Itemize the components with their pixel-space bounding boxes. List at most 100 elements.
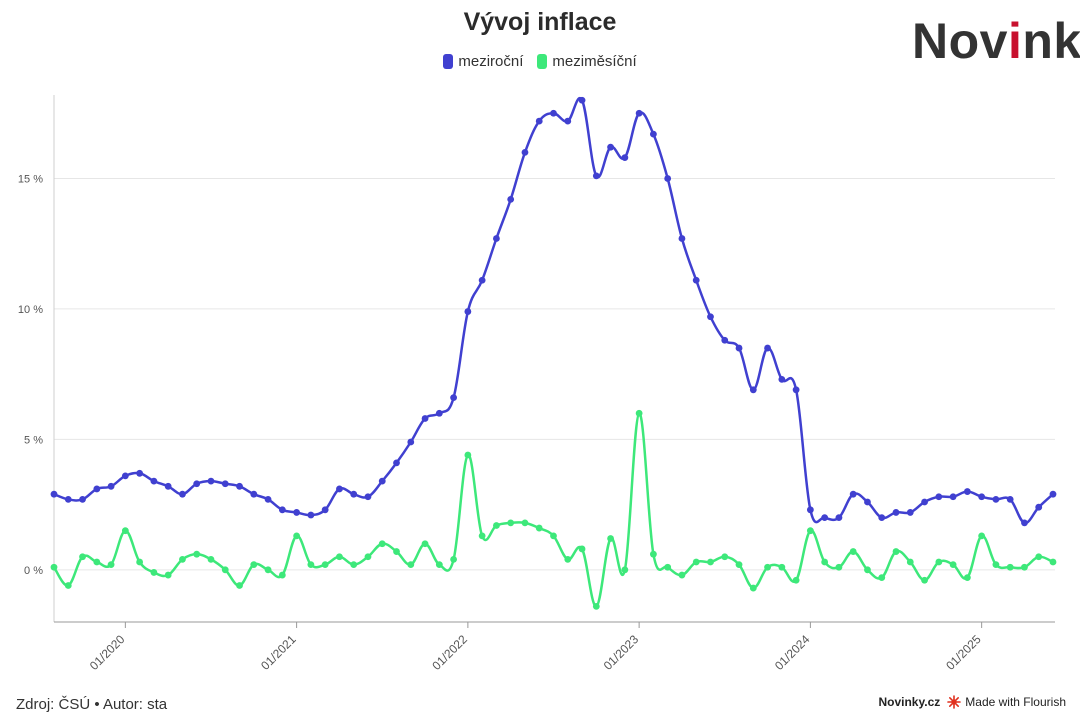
data-point-yoy <box>321 506 329 514</box>
data-point-yoy <box>293 509 301 516</box>
data-point-mom <box>963 574 971 582</box>
data-point-mom <box>849 548 857 555</box>
data-point-mom <box>493 522 500 529</box>
flourish-label: Made with Flourish <box>965 695 1066 709</box>
data-point-yoy <box>607 143 614 151</box>
series-line-yoy <box>53 96 1054 525</box>
data-point-yoy <box>350 490 358 498</box>
data-point-yoy <box>878 514 886 522</box>
footer-brand[interactable]: Novinky.cz <box>878 695 941 709</box>
chart-legend: meziroční meziměsíční <box>0 53 1080 70</box>
data-point-yoy <box>378 477 386 485</box>
data-point-yoy <box>64 495 72 503</box>
data-point-mom <box>336 553 343 561</box>
data-point-yoy <box>236 482 243 490</box>
data-point-yoy <box>635 109 643 117</box>
data-point-yoy <box>193 480 201 488</box>
data-point-yoy <box>749 386 757 394</box>
data-point-yoy <box>507 195 515 203</box>
data-point-yoy <box>250 490 258 498</box>
data-point-yoy <box>892 509 900 516</box>
data-point-mom <box>107 561 115 569</box>
data-point-mom <box>407 561 415 569</box>
data-point-mom <box>250 561 258 569</box>
data-point-mom <box>221 566 229 574</box>
data-point-mom <box>64 582 72 589</box>
data-point-mom <box>664 563 672 571</box>
data-point-yoy <box>93 485 101 493</box>
data-point-yoy <box>707 313 714 321</box>
data-point-mom <box>236 582 243 589</box>
data-point-yoy <box>136 469 144 477</box>
data-point-mom <box>1006 563 1014 571</box>
data-point-yoy <box>721 336 729 344</box>
legend-swatch-mom <box>537 54 548 69</box>
data-point-yoy <box>179 490 186 498</box>
data-point-yoy <box>764 344 771 352</box>
data-point-yoy <box>1049 490 1057 498</box>
chart-title: Vývoj inflace <box>463 8 617 36</box>
data-point-mom <box>721 553 729 561</box>
data-point-mom <box>935 558 943 566</box>
data-point-mom <box>692 558 700 566</box>
data-point-mom <box>179 555 186 563</box>
data-point-yoy <box>393 459 400 467</box>
flourish-icon <box>947 695 962 709</box>
footer-branding: Novinky.cz Made with Flourish <box>878 695 1066 709</box>
data-point-mom <box>1035 553 1043 561</box>
y-tick-label: 5 % <box>24 434 43 446</box>
data-point-mom <box>650 550 657 558</box>
data-point-yoy <box>1035 503 1043 511</box>
legend-swatch-yoy <box>443 54 454 69</box>
y-tick-label: 0 % <box>24 565 43 577</box>
data-point-mom <box>864 566 871 574</box>
data-point-mom <box>293 532 301 540</box>
data-point-mom <box>93 558 101 566</box>
y-tick-label: 15 % <box>18 173 43 185</box>
data-point-mom <box>735 561 743 569</box>
novinky-logo: Novinky <box>912 13 1080 69</box>
data-point-yoy <box>949 493 957 501</box>
data-point-mom <box>607 535 614 542</box>
legend-item-mom[interactable]: meziměsíční <box>537 53 637 70</box>
data-point-yoy <box>1006 495 1014 503</box>
data-point-yoy <box>692 276 700 284</box>
data-point-mom <box>264 566 272 574</box>
data-point-yoy <box>435 409 443 417</box>
data-point-yoy <box>621 154 629 162</box>
data-point-yoy <box>521 148 529 156</box>
data-point-yoy <box>992 495 1000 503</box>
data-point-yoy <box>464 308 472 315</box>
data-point-yoy <box>906 509 914 516</box>
data-point-yoy <box>478 276 486 284</box>
data-point-mom <box>521 519 529 527</box>
data-point-yoy <box>264 495 272 503</box>
x-tick-label: 01/2025 <box>943 632 984 673</box>
data-point-mom <box>678 571 686 579</box>
data-point-mom <box>992 561 1000 569</box>
data-point-mom <box>792 576 800 584</box>
data-point-mom <box>164 571 172 579</box>
data-point-yoy <box>963 488 971 495</box>
data-point-yoy <box>978 493 986 501</box>
data-point-yoy <box>278 506 286 514</box>
data-point-mom <box>278 571 286 579</box>
x-tick-label: 01/2023 <box>601 632 642 673</box>
data-point-yoy <box>664 175 672 182</box>
data-point-yoy <box>1021 519 1028 527</box>
data-point-mom <box>764 563 771 571</box>
data-point-yoy <box>578 96 586 104</box>
x-tick-label: 01/2024 <box>772 632 813 673</box>
data-point-yoy <box>821 514 829 522</box>
data-point-yoy <box>935 493 943 501</box>
data-point-mom <box>321 561 329 569</box>
flourish-credit[interactable]: Made with Flourish <box>947 695 1066 709</box>
data-point-mom <box>121 527 129 535</box>
data-point-yoy <box>535 117 543 125</box>
data-point-yoy <box>336 485 343 493</box>
data-point-mom <box>535 524 543 532</box>
data-point-mom <box>207 555 215 563</box>
legend-item-yoy[interactable]: meziroční <box>443 53 523 70</box>
data-point-mom <box>878 574 886 582</box>
data-point-mom <box>906 558 914 566</box>
